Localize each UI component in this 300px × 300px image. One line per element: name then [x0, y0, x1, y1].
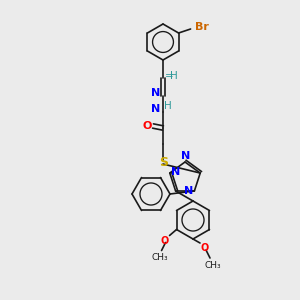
Text: CH₃: CH₃ — [205, 260, 221, 269]
Text: N: N — [152, 88, 160, 98]
Text: N: N — [171, 167, 180, 177]
Text: N: N — [182, 151, 190, 161]
Text: H: H — [170, 71, 178, 81]
Text: Br: Br — [195, 22, 208, 32]
Text: O: O — [160, 236, 169, 245]
Text: O: O — [201, 243, 209, 253]
Text: CH₃: CH₃ — [151, 253, 168, 262]
Text: O: O — [142, 121, 152, 131]
Text: N: N — [184, 186, 193, 196]
Text: H: H — [164, 101, 172, 111]
Text: =: = — [165, 71, 173, 81]
Text: S: S — [160, 155, 169, 169]
Text: N: N — [152, 104, 160, 114]
